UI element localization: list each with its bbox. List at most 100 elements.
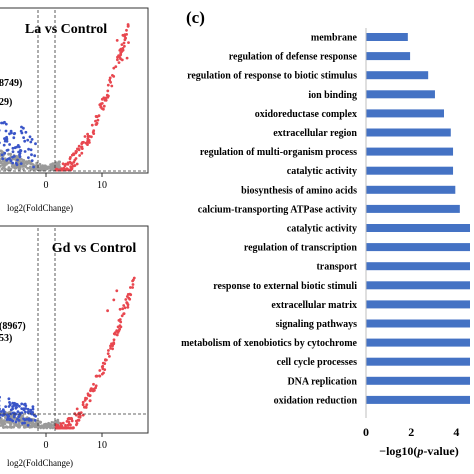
data-point <box>116 58 119 62</box>
data-point <box>32 165 35 169</box>
data-point <box>34 167 37 171</box>
data-point <box>101 364 105 368</box>
bar-x-tick-label: 2 <box>408 425 414 439</box>
category-label: extracellular region <box>273 128 357 139</box>
data-point <box>7 418 11 421</box>
data-point <box>86 392 90 396</box>
data-point <box>23 139 27 143</box>
title-la: La vs Control <box>25 22 107 37</box>
volcano-plot-la: La vs Control 8749) 29) 0 10 log2(FoldCh… <box>0 7 149 213</box>
data-point <box>9 152 13 156</box>
data-point <box>83 405 86 409</box>
data-point <box>24 130 28 134</box>
data-point <box>0 419 2 423</box>
data-point <box>131 286 135 289</box>
bar <box>366 262 470 271</box>
data-point <box>0 416 1 419</box>
data-point <box>98 369 102 372</box>
data-point <box>71 164 75 168</box>
category-label: oxidoreductase complex <box>255 109 357 120</box>
data-point <box>59 422 63 425</box>
data-point <box>33 154 37 158</box>
data-point <box>106 89 110 93</box>
data-point <box>7 420 10 424</box>
bar <box>366 243 470 252</box>
data-point <box>26 166 29 170</box>
category-label: calcium-transporting ATPase activity <box>198 204 357 215</box>
bar <box>366 300 470 309</box>
category-label: metabolism of xenobiotics by cytochrome <box>181 338 357 349</box>
data-point <box>90 123 94 127</box>
x-tick-label-la-10: 10 <box>97 180 107 191</box>
data-point <box>79 411 83 414</box>
data-point <box>49 166 53 169</box>
data-point <box>125 56 129 60</box>
data-point <box>2 143 6 147</box>
data-point <box>57 426 60 430</box>
data-point <box>15 156 19 160</box>
data-point <box>109 346 112 350</box>
data-point <box>120 43 124 46</box>
data-point <box>95 121 99 125</box>
data-point <box>11 155 15 159</box>
title-gd: Gd vs Control <box>52 241 137 256</box>
data-point <box>19 149 22 152</box>
points-la <box>0 23 130 172</box>
data-point <box>80 151 84 155</box>
data-point <box>15 163 19 167</box>
data-point <box>18 165 22 169</box>
data-point <box>124 36 127 40</box>
data-point <box>0 121 3 125</box>
data-point <box>0 164 2 168</box>
data-point <box>75 422 79 425</box>
data-point <box>94 119 97 123</box>
data-point <box>53 162 57 166</box>
data-point <box>127 41 130 44</box>
data-point <box>83 135 87 138</box>
data-point <box>0 407 1 411</box>
data-point <box>121 33 125 37</box>
data-point <box>99 105 103 109</box>
bar <box>366 357 470 366</box>
data-point <box>86 143 89 147</box>
data-point <box>16 158 19 162</box>
category-label: extracellular matrix <box>271 300 357 311</box>
x-tick-labels: 0 2 4 <box>363 425 459 439</box>
data-point <box>70 426 74 430</box>
data-point <box>49 163 52 167</box>
data-point <box>100 102 104 105</box>
data-point <box>24 160 28 164</box>
data-point <box>0 395 1 399</box>
data-point <box>34 422 38 426</box>
bar <box>366 52 411 61</box>
data-point <box>67 420 71 424</box>
data-point <box>83 398 87 402</box>
data-point <box>94 115 98 118</box>
data-point <box>69 161 73 165</box>
data-point <box>0 167 4 171</box>
data-point <box>0 410 3 413</box>
data-point <box>70 417 74 421</box>
data-point <box>13 132 17 135</box>
data-point <box>115 39 119 42</box>
bar <box>366 338 470 347</box>
data-point <box>106 83 110 87</box>
bar <box>366 319 470 328</box>
data-point <box>120 58 124 62</box>
data-point <box>123 306 127 310</box>
data-point <box>75 162 79 166</box>
bar <box>366 128 451 137</box>
category-label: regulation of defense response <box>229 52 358 63</box>
bar <box>366 147 454 156</box>
data-point <box>9 159 13 163</box>
data-point <box>44 167 48 171</box>
data-point <box>98 374 102 378</box>
data-point <box>106 309 109 313</box>
data-point <box>47 425 51 428</box>
data-point <box>94 384 98 388</box>
data-point <box>0 424 3 427</box>
category-label: oxidation reduction <box>274 395 358 406</box>
data-point <box>36 167 40 171</box>
data-point <box>77 148 81 152</box>
data-point <box>57 162 60 166</box>
